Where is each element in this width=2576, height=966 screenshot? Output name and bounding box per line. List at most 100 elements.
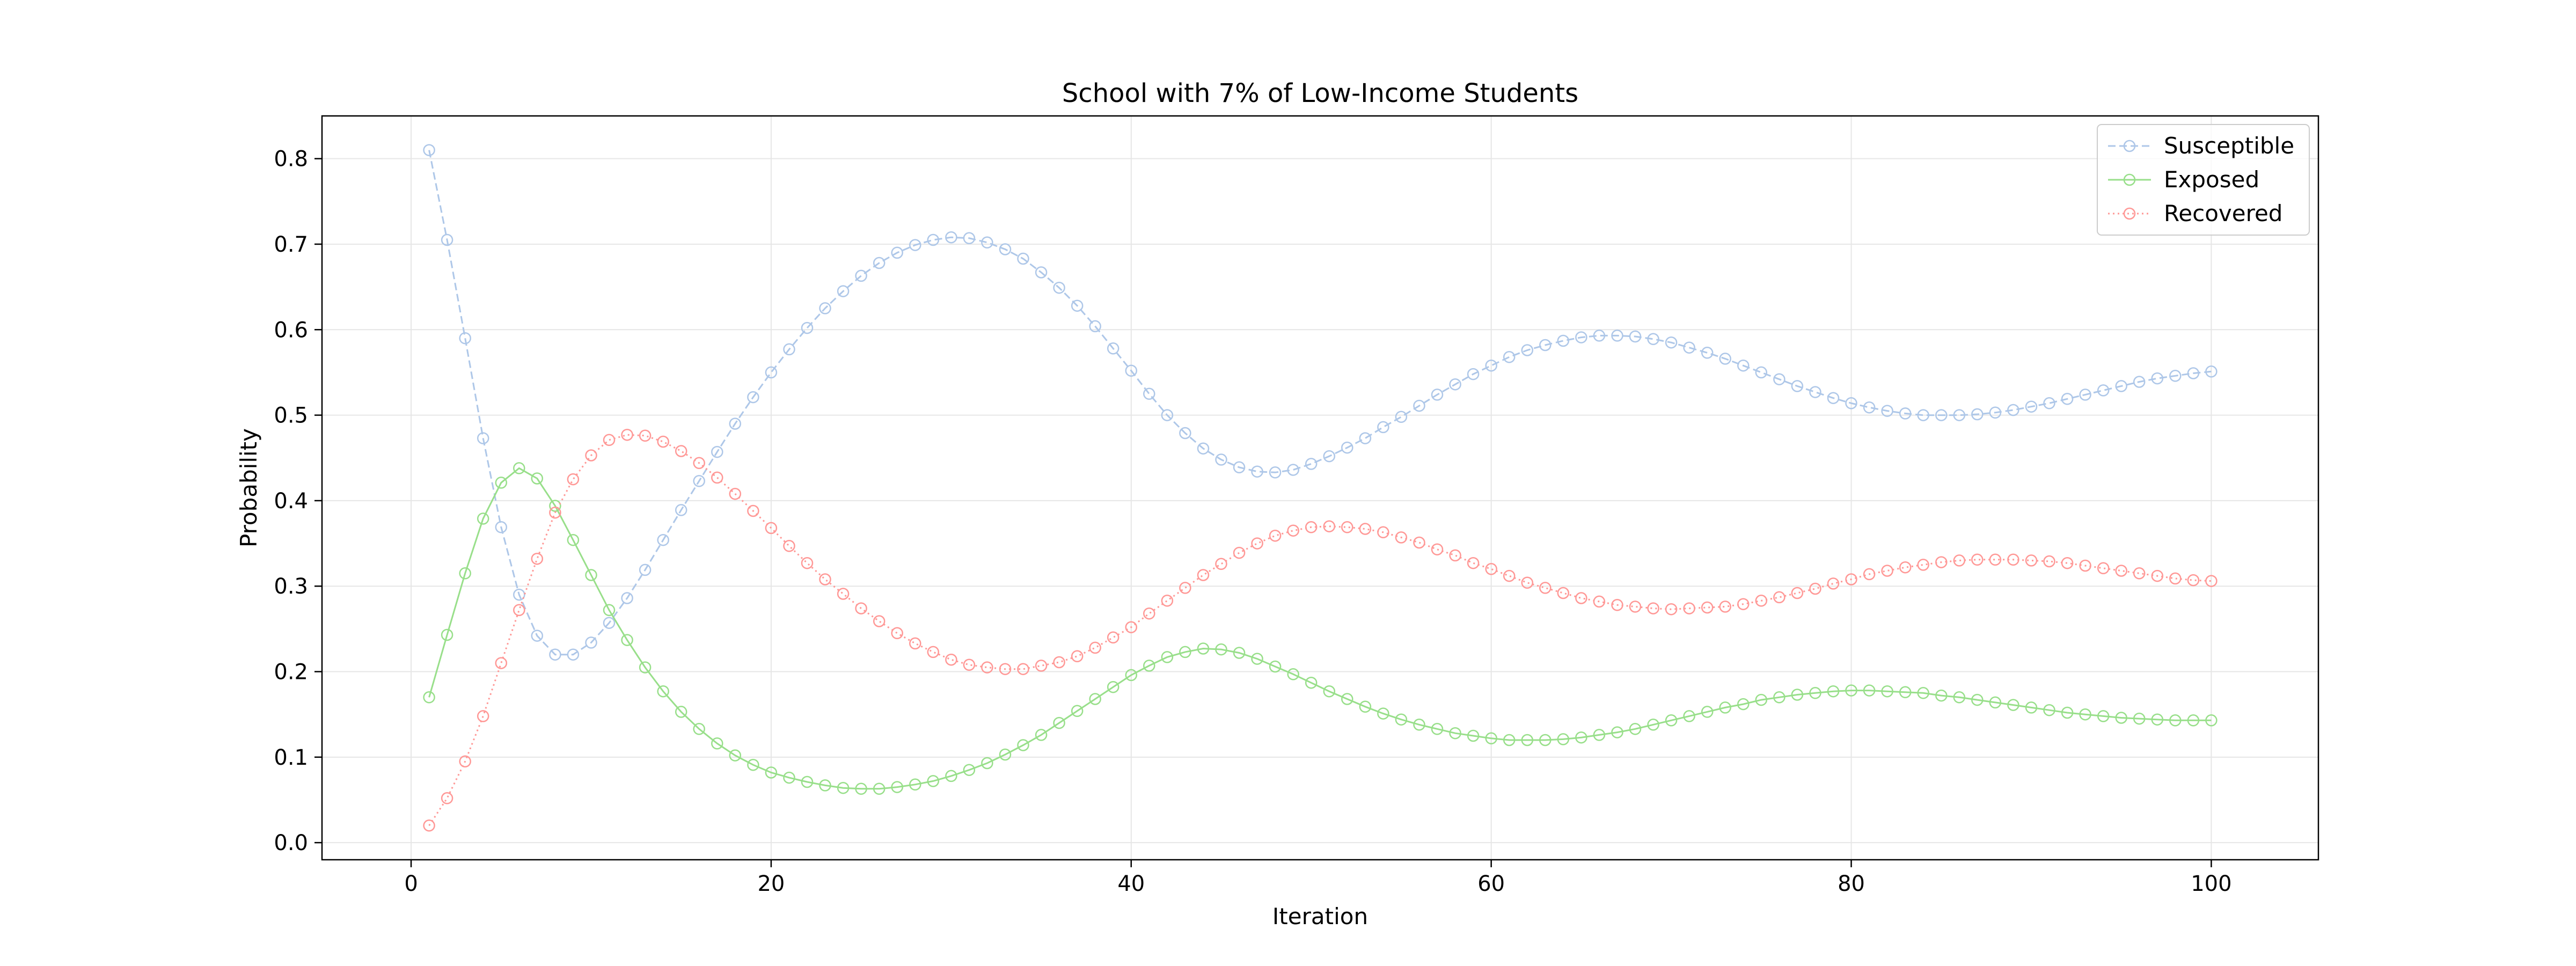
data-point-exposed [2115,712,2127,724]
data-point-susceptible [1359,432,1372,444]
data-point-exposed [1953,691,1966,704]
y-tick-label: 0.2 [274,660,308,685]
data-point-susceptible [1233,461,1246,474]
data-point-susceptible [837,285,850,297]
series-group [423,144,2218,832]
axis-ticks: 0 20 40 60 80 100 0.0 0.1 0.2 0.3 0.4 0.5 0.6 0.7 0.8 [274,147,2231,896]
data-point-susceptible [819,302,831,314]
data-point-susceptible [477,432,489,444]
data-point-exposed [1251,653,1263,665]
data-point-exposed [2187,714,2200,727]
data-point-recovered [603,434,616,447]
data-point-recovered [693,457,705,470]
data-point-exposed [531,472,544,485]
data-point-exposed [1521,734,1534,747]
data-point-recovered [1539,582,1552,594]
data-point-susceptible [2187,367,2200,379]
data-point-recovered [2007,553,2019,566]
data-point-susceptible [747,391,759,404]
data-point-susceptible [1287,464,1299,476]
x-tick-label: 60 [1477,872,1505,896]
data-point-recovered [1431,543,1444,555]
data-point-susceptible [1467,368,1480,380]
data-point-exposed [675,706,687,718]
data-point-exposed [2133,712,2146,725]
data-point-recovered [1791,587,1804,599]
data-point-recovered [945,653,957,666]
x-tick-label: 40 [1117,872,1145,896]
data-point-exposed [1719,701,1731,714]
data-point-susceptible [1791,380,1804,392]
data-point-susceptible [1647,333,1659,346]
data-point-susceptible [783,343,795,356]
data-point-susceptible [567,648,580,661]
x-tick-label: 20 [757,872,785,896]
data-point-susceptible [441,233,453,246]
y-tick-label: 0.6 [274,318,308,342]
data-point-susceptible [1143,387,1155,400]
data-point-susceptible [1701,347,1714,359]
data-point-exposed [1467,729,1480,742]
data-point-susceptible [2133,376,2146,388]
x-tick-label: 100 [2191,872,2231,896]
data-point-susceptible [945,231,957,244]
x-axis-label: Iteration [1272,903,1368,930]
data-point-susceptible [1683,341,1695,354]
x-tick-label: 80 [1838,872,1865,896]
data-point-recovered [1467,557,1480,569]
data-point-recovered [2205,575,2218,587]
data-point-susceptible [1035,266,1048,279]
data-point-exposed [657,685,669,698]
data-point-susceptible [1935,409,1948,421]
data-point-exposed [567,533,580,546]
data-point-recovered [909,637,921,650]
data-point-recovered [2079,559,2091,572]
data-point-susceptible [1665,336,1678,349]
data-point-exposed [2043,704,2055,716]
data-point-exposed [1107,680,1119,693]
y-tick-label: 0.7 [274,232,308,257]
data-point-recovered [423,819,435,832]
data-point-susceptible [621,592,633,604]
data-point-susceptible [1269,466,1282,479]
data-point-exposed [1323,685,1336,698]
data-point-susceptible [909,239,921,251]
data-point-susceptible [1845,397,1857,409]
data-point-exposed [1539,734,1552,747]
data-point-susceptible [513,588,525,601]
x-tick-label: 0 [404,872,418,896]
data-point-susceptible [1863,401,1876,414]
data-point-exposed [819,779,831,792]
data-point-recovered [747,504,759,517]
data-point-exposed [1377,707,1389,720]
data-point-recovered [2187,574,2200,587]
series-line-recovered [428,434,2212,826]
series-line-susceptible [428,150,2212,656]
data-point-recovered [891,627,903,640]
y-tick-label: 0.8 [274,147,308,172]
data-point-susceptible [1071,299,1084,312]
data-point-susceptible [1917,409,1929,421]
data-point-exposed [2169,714,2182,727]
data-point-recovered [2025,554,2038,567]
data-point-recovered [2169,572,2182,585]
data-point-recovered [495,657,508,669]
data-point-susceptible [1575,331,1587,343]
data-point-recovered [1107,631,1119,644]
data-point-recovered [441,792,453,804]
data-point-susceptible [1125,364,1138,377]
data-point-susceptible [549,648,561,661]
data-point-susceptible [693,475,705,487]
data-point-recovered [675,445,687,457]
data-point-recovered [1665,603,1678,616]
data-point-susceptible [855,269,867,282]
data-point-exposed [1935,689,1948,702]
data-point-recovered [2097,562,2110,575]
data-point-exposed [513,462,525,474]
data-point-exposed [891,781,903,793]
data-point-recovered [1359,523,1372,535]
data-point-exposed [1863,684,1876,697]
data-point-exposed [1341,693,1353,705]
data-point-susceptible [1557,334,1570,347]
data-point-exposed [2025,701,2038,714]
